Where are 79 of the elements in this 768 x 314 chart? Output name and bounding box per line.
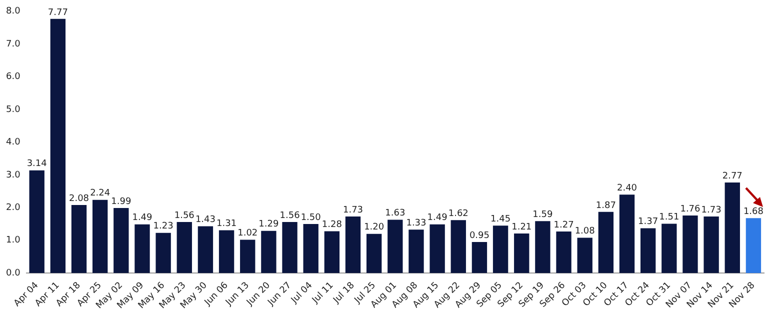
data-label: 1.43	[195, 215, 216, 226]
bar	[345, 216, 361, 274]
data-label: 1.73	[701, 205, 722, 216]
data-label: 1.20	[364, 222, 384, 233]
bar	[324, 231, 340, 274]
data-label: 1.59	[532, 210, 553, 220]
bar	[492, 226, 508, 274]
data-label: 2.08	[68, 194, 90, 204]
bar	[746, 218, 762, 274]
data-label: 1.99	[111, 196, 132, 207]
bar	[198, 226, 214, 274]
y-tick-label: 7.0	[6, 39, 21, 50]
bar	[303, 224, 318, 274]
y-tick-label: 3.0	[6, 170, 21, 180]
data-label: 1.50	[300, 212, 322, 223]
bar	[408, 230, 424, 274]
data-label: 1.68	[743, 206, 764, 217]
bar	[50, 18, 66, 274]
y-tick-label: 2.0	[6, 203, 21, 214]
data-label: 1.02	[238, 228, 258, 239]
data-label: 2.40	[616, 183, 638, 194]
bar	[92, 200, 108, 274]
data-label: 2.24	[90, 188, 110, 199]
data-label: 1.62	[448, 208, 468, 219]
data-label: 1.23	[153, 222, 174, 232]
bar	[156, 232, 171, 274]
data-label: 1.49	[132, 213, 153, 224]
bar	[662, 224, 677, 274]
bar	[577, 238, 592, 274]
bar	[218, 230, 234, 274]
data-label: 1.87	[596, 200, 616, 211]
bar	[640, 228, 656, 274]
data-label: 1.51	[659, 212, 680, 223]
bar	[724, 182, 740, 274]
y-tick-label: 0.0	[6, 268, 21, 278]
bar	[472, 242, 488, 274]
bar	[556, 232, 572, 274]
bar	[114, 208, 129, 274]
data-label: 1.28	[322, 220, 342, 230]
bar	[598, 212, 614, 274]
bar	[240, 240, 256, 274]
data-label: 1.56	[174, 210, 195, 221]
bar	[535, 221, 550, 274]
bar	[282, 222, 298, 274]
data-label: 1.27	[554, 220, 574, 230]
data-label: 1.37	[638, 217, 658, 228]
bar	[134, 224, 150, 274]
data-label: 1.76	[680, 204, 701, 214]
data-label: 1.73	[342, 205, 364, 216]
bar	[176, 222, 192, 274]
y-tick-label: 1.0	[6, 236, 21, 246]
data-label: 1.21	[512, 222, 532, 232]
data-label: 1.49	[427, 213, 448, 224]
bar	[430, 224, 445, 274]
bar	[450, 220, 466, 274]
data-label: 7.77	[48, 8, 68, 18]
data-label: 1.56	[280, 210, 300, 221]
data-label: 1.45	[490, 214, 511, 224]
data-label: 0.95	[469, 230, 490, 241]
y-tick-label: 8.0	[6, 6, 21, 17]
y-tick-label: 6.0	[6, 72, 21, 82]
data-label: 1.31	[216, 219, 237, 230]
bar	[261, 230, 276, 274]
data-label: 2.77	[722, 171, 742, 182]
bar	[514, 234, 530, 274]
data-label: 1.08	[574, 226, 596, 237]
bar	[704, 216, 719, 274]
bar	[388, 220, 403, 274]
bar	[619, 194, 635, 274]
data-label: 3.14	[26, 159, 48, 170]
bar	[366, 234, 382, 274]
bar	[29, 170, 44, 274]
data-label: 1.33	[406, 218, 426, 228]
data-label: 1.29	[258, 220, 279, 230]
y-tick-label: 4.0	[6, 138, 21, 148]
y-tick-label: 5.0	[6, 104, 21, 115]
data-label: 1.63	[385, 208, 406, 219]
bar	[682, 216, 698, 274]
bar	[71, 205, 87, 274]
